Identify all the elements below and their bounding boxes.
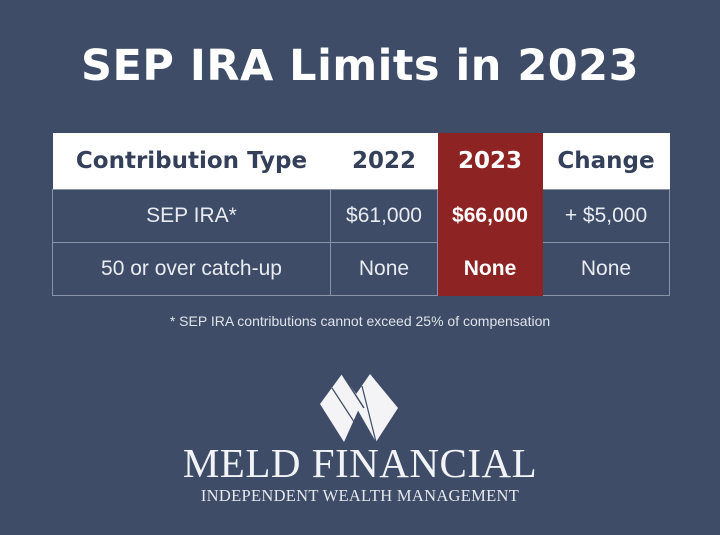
limits-table: Contribution Type 2022 2023 Change SEP I… [52, 133, 670, 296]
cell-type: 50 or over catch-up [52, 242, 331, 296]
header-2023: 2023 [437, 133, 543, 190]
cell-type: SEP IRA* [52, 189, 331, 243]
table-row: SEP IRA* $61,000 $66,000 + $5,000 [52, 189, 670, 243]
brand-name: MELD FINANCIAL [182, 440, 538, 486]
meld-logo-icon [320, 373, 398, 443]
cell-2022: $61,000 [330, 189, 438, 243]
page-title: SEP IRA Limits in 2023 [81, 41, 639, 91]
header-2022: 2022 [330, 133, 438, 190]
cell-2022: None [330, 242, 438, 296]
cell-change: None [542, 242, 670, 296]
header-contribution-type: Contribution Type [52, 133, 331, 190]
cell-2023: None [437, 242, 543, 296]
footnote: * SEP IRA contributions cannot exceed 25… [169, 313, 551, 329]
header-change: Change [542, 133, 670, 190]
cell-change: + $5,000 [542, 189, 670, 243]
table-header-row: Contribution Type 2022 2023 Change [52, 133, 670, 190]
table-row: 50 or over catch-up None None None [52, 242, 670, 296]
brand-tagline: INDEPENDENT WEALTH MANAGEMENT [200, 486, 520, 505]
cell-2023: $66,000 [437, 189, 543, 243]
